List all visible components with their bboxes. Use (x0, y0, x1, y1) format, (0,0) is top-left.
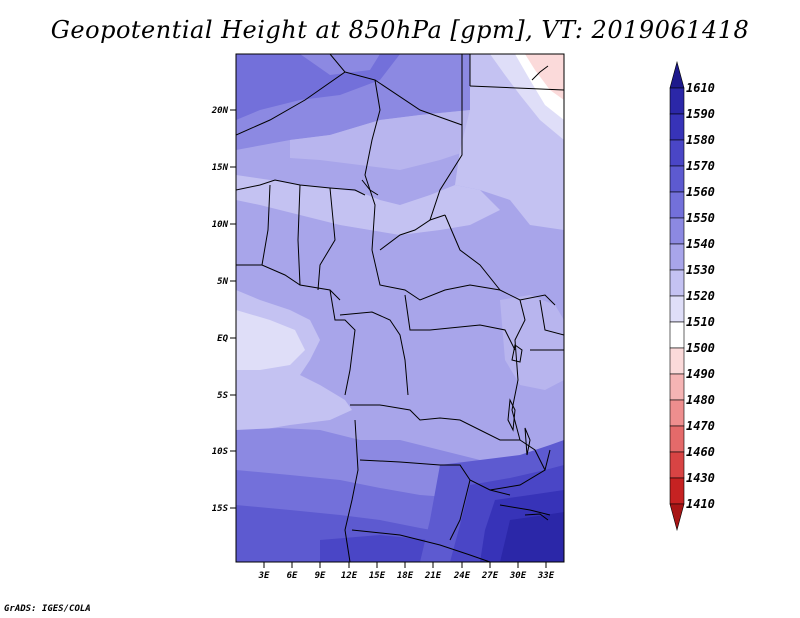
colorbar-swatch (669, 399, 685, 427)
lon-label-15e: 15E (369, 571, 386, 581)
lat-label-10n: 10N (212, 220, 229, 230)
lon-label-27e: 27E (481, 571, 499, 581)
longitude-axis: 3E 6E 9E 12E 15E 18E 21E 24E 27E 30E 33E (258, 562, 555, 581)
lon-label-30e: 30E (509, 571, 527, 581)
colorbar-label-1610: 1610 (686, 81, 715, 95)
colorbar-label-1500: 1500 (686, 341, 715, 355)
lat-label-15n: 15N (212, 163, 229, 173)
colorbar-swatch (669, 243, 685, 271)
colorbar-label-1460: 1460 (686, 445, 715, 459)
colorbar-label-1580: 1580 (686, 133, 715, 147)
colorbar-swatch (669, 451, 685, 479)
lat-label-5n: 5N (217, 277, 228, 287)
colorbar-swatch (669, 425, 685, 453)
lon-label-3e: 3E (258, 571, 270, 581)
colorbar-top-arrow (669, 60, 685, 89)
colorbar: 1610 1590 1580 1570 1560 1550 1540 1530 … (669, 60, 715, 532)
colorbar-label-1560: 1560 (686, 185, 715, 199)
colorbar-swatch (669, 87, 685, 115)
colorbar-label-1430: 1430 (686, 471, 715, 485)
colorbar-label-1480: 1480 (686, 393, 715, 407)
lat-label-5s: 5S (217, 391, 228, 401)
colorbar-label-1510: 1510 (686, 315, 715, 329)
colorbar-swatch (669, 217, 685, 245)
lon-label-6e: 6E (287, 571, 298, 581)
colorbar-bottom-arrow (669, 503, 685, 532)
lon-label-18e: 18E (397, 571, 414, 581)
lat-label-20n: 20N (211, 106, 229, 116)
colorbar-swatch (669, 191, 685, 219)
lat-label-15s: 15S (212, 504, 229, 514)
colorbar-label-1540: 1540 (686, 237, 715, 251)
colorbar-swatch (669, 113, 685, 141)
lon-label-9e: 9E (315, 571, 326, 581)
lon-label-21e: 21E (424, 571, 442, 581)
colorbar-swatches (669, 60, 685, 532)
colorbar-swatch (669, 347, 685, 375)
colorbar-label-1550: 1550 (686, 211, 715, 225)
latitude-axis: 20N 15N 10N 5N EQ 5S 10S 15S (211, 106, 236, 514)
country-borders (236, 54, 564, 562)
colorbar-label-1470: 1470 (686, 419, 715, 433)
lat-label-eq: EQ (217, 334, 228, 344)
lat-label-10s: 10S (212, 447, 229, 457)
colorbar-swatch (669, 295, 685, 323)
colorbar-label-1590: 1590 (686, 107, 715, 121)
colorbar-label-1490: 1490 (686, 367, 715, 381)
colorbar-swatch (669, 139, 685, 167)
colorbar-swatch (669, 477, 685, 505)
credit-text: GrADS: IGES/COLA (4, 604, 91, 614)
colorbar-label-1410: 1410 (686, 497, 715, 511)
colorbar-swatch (669, 269, 685, 297)
colorbar-swatch (669, 165, 685, 193)
lon-label-12e: 12E (341, 571, 358, 581)
lon-label-24e: 24E (453, 571, 471, 581)
colorbar-label-1570: 1570 (686, 159, 715, 173)
colorbar-label-1520: 1520 (686, 289, 715, 303)
colorbar-swatch (669, 373, 685, 401)
colorbar-swatch (669, 321, 685, 349)
colorbar-label-1530: 1530 (686, 263, 715, 277)
contour-field (236, 54, 564, 562)
map-title: Geopotential Height at 850hPa [gpm], VT:… (50, 16, 750, 44)
lon-label-33e: 33E (537, 571, 555, 581)
map-frame (235, 53, 565, 563)
